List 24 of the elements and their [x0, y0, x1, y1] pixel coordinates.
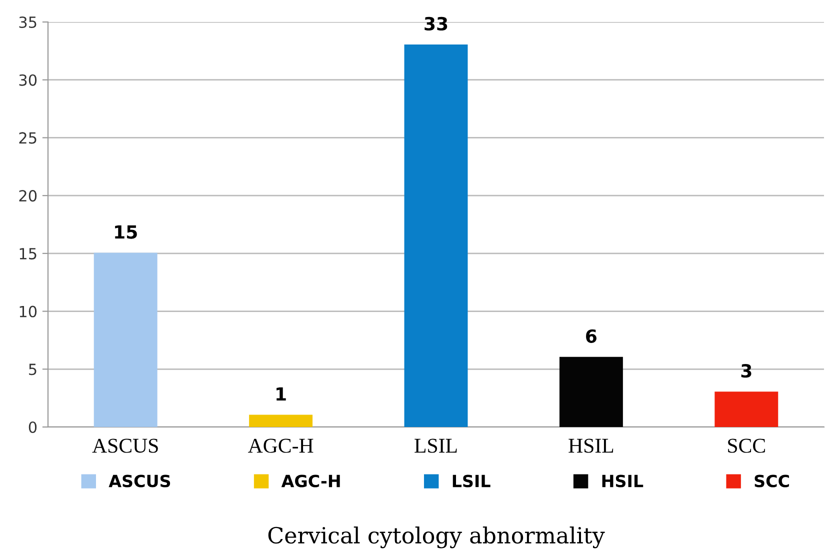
data-label: 33	[424, 16, 448, 31]
y-tick-label: 30	[19, 74, 37, 86]
y-tick-label: 10	[20, 306, 37, 318]
legend-label: LSIL	[452, 474, 490, 488]
legend-label: ASCUS	[108, 474, 170, 488]
data-label: 6	[586, 329, 597, 343]
x-axis-title: Cervical cytology abnormality	[268, 526, 605, 548]
y-tick-label: 20	[19, 190, 37, 202]
data-label: 3	[741, 364, 752, 378]
x-tick-label: LSIL	[414, 438, 457, 453]
y-tick-label: 35	[19, 16, 36, 28]
y-tick-label: 25	[19, 132, 36, 144]
data-label: 15	[115, 225, 137, 239]
y-tick-label: 5	[29, 364, 36, 376]
x-tick-label: ASCUS	[92, 438, 158, 453]
y-tick-label: 0	[28, 421, 37, 434]
x-tick-label: AGC-H	[248, 438, 314, 453]
x-tick-label: SCC	[728, 438, 765, 453]
y-tick-label: 15	[20, 248, 36, 260]
data-label: 1	[276, 387, 286, 401]
legend-label: SCC	[754, 474, 789, 488]
legend-label: HSIL	[602, 474, 644, 488]
x-tick-label: HSIL	[568, 438, 614, 453]
legend-label: AGC-H	[281, 474, 340, 488]
